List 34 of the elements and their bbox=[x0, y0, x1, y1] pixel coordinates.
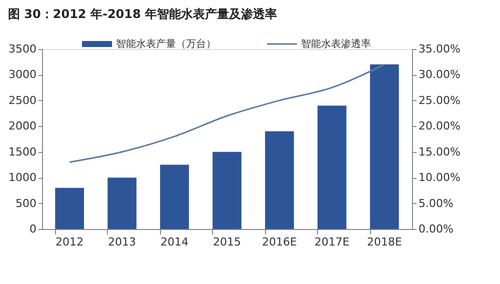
bar bbox=[212, 152, 242, 229]
x-tick-label: 2012 bbox=[56, 236, 84, 248]
bar bbox=[55, 188, 84, 229]
y-tick-label: 3500 bbox=[8, 42, 36, 56]
y2-tick-label: 20.00% bbox=[418, 120, 460, 133]
y-tick-label: 2000 bbox=[8, 120, 36, 133]
y2-tick-label: 30.00% bbox=[418, 68, 460, 82]
bar bbox=[160, 164, 189, 229]
legend-label: 智能水表产量（万台） bbox=[116, 38, 216, 50]
bar bbox=[370, 64, 399, 229]
y-tick-label: 0 bbox=[30, 222, 36, 236]
y-tick-label: 3000 bbox=[8, 68, 36, 82]
bar bbox=[318, 106, 346, 229]
x-tick-label: 2017E bbox=[314, 236, 350, 248]
y-tick-label: 500 bbox=[16, 196, 36, 210]
bar bbox=[108, 178, 136, 229]
line-series bbox=[68, 64, 386, 163]
y2-tick-label: 35.00% bbox=[418, 42, 460, 56]
x-tick-label: 2018E bbox=[366, 236, 402, 248]
y2-tick-label: 25.00% bbox=[418, 94, 460, 107]
bar bbox=[265, 131, 294, 229]
y2-tick-label: 10.00% bbox=[418, 171, 460, 184]
y2-tick-label: 5.00% bbox=[418, 196, 454, 210]
y-tick-label: 1000 bbox=[8, 171, 36, 184]
y2-tick-label: 0.00% bbox=[418, 222, 454, 236]
x-tick-label: 2015 bbox=[213, 236, 241, 248]
y-tick-label: 1500 bbox=[8, 145, 36, 158]
x-tick-label: 2016E bbox=[262, 236, 297, 248]
x-tick-label: 2014 bbox=[160, 236, 189, 248]
y2-tick-label: 15.00% bbox=[418, 145, 460, 158]
chart-title: 图 30：2012 年-2018 年智能水表产量及渗透率 bbox=[8, 7, 278, 21]
x-tick-label: 2013 bbox=[108, 236, 136, 248]
legend-label: 智能水表渗透率 bbox=[301, 38, 371, 50]
y-tick-label: 2500 bbox=[8, 94, 36, 107]
